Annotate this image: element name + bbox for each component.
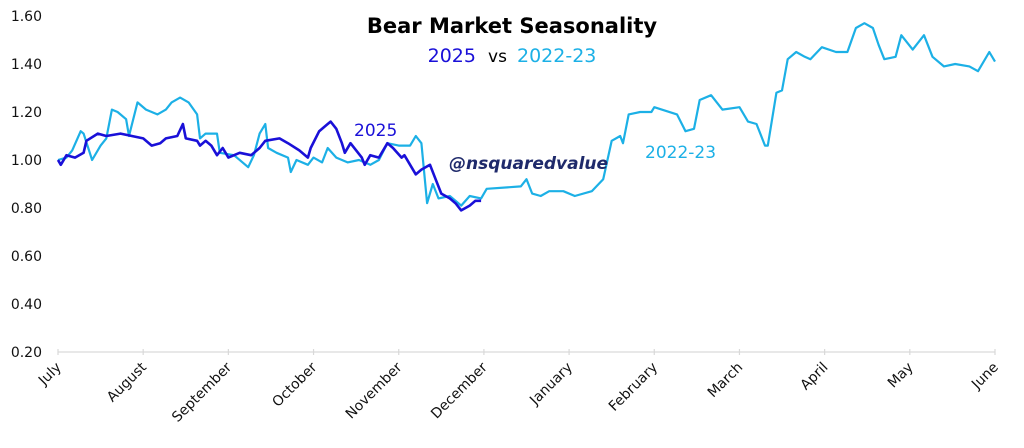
series-label-2025: 2025	[354, 121, 397, 141]
x-axis: July August September October November Decemb…	[35, 349, 1002, 426]
x-tick-label: February	[606, 360, 661, 415]
chart-subtitle: 2025 vs 2022-23	[428, 45, 597, 67]
chart-title: Bear Market Seasonality	[367, 14, 658, 38]
y-tick-label: 0.60	[11, 249, 42, 265]
series-lines	[56, 22, 996, 212]
x-tick-label: March	[705, 360, 746, 401]
x-tick-label: June	[968, 360, 1002, 394]
y-tick-label: 1.40	[11, 57, 42, 73]
watermark: @nsquaredvalue	[449, 154, 608, 174]
series-line-2025	[56, 120, 482, 212]
x-tick-label: July	[35, 360, 65, 390]
x-tick-label: April	[798, 360, 832, 394]
y-tick-label: 0.20	[11, 345, 42, 361]
y-axis: 0.20 0.40 0.60 0.80 1.00 1.20 1.40 1.60	[11, 9, 42, 361]
x-tick-label: September	[169, 359, 235, 425]
x-tick-label: December	[428, 359, 491, 422]
y-tick-label: 1.20	[11, 105, 42, 121]
subtitle-vs: vs	[488, 47, 507, 67]
y-tick-label: 0.80	[11, 201, 42, 217]
x-tick-label: October	[269, 359, 320, 410]
y-tick-label: 1.00	[11, 153, 42, 169]
x-tick-label: May	[885, 360, 917, 392]
subtitle-2025: 2025	[428, 45, 476, 67]
y-tick-label: 1.60	[11, 9, 42, 25]
y-tick-label: 0.40	[11, 297, 42, 313]
x-tick-label: August	[104, 359, 150, 405]
series-label-2022-23: 2022-23	[645, 143, 716, 163]
series-line-2022-23	[57, 22, 996, 207]
x-tick-label: January	[526, 360, 576, 410]
x-tick-label: November	[343, 359, 406, 422]
subtitle-2022-23: 2022-23	[517, 45, 596, 67]
